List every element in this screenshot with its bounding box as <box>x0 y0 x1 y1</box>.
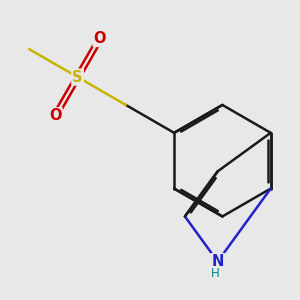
Text: O: O <box>94 31 106 46</box>
Text: N: N <box>212 254 224 269</box>
Text: S: S <box>72 70 83 85</box>
Text: H: H <box>211 266 220 280</box>
Text: O: O <box>49 108 61 123</box>
